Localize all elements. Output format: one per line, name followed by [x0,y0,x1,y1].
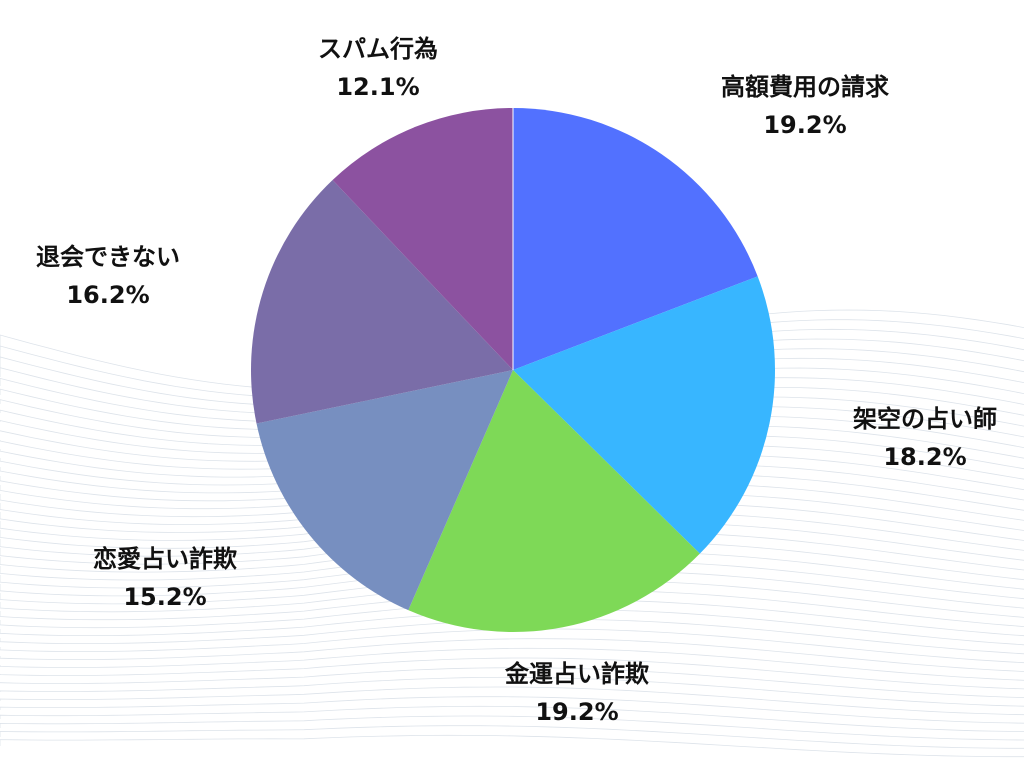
slice-value: 12.1% [336,73,420,101]
slice-label: スパム行為 [318,35,438,63]
slice-label: 金運占い詐欺 [505,660,649,688]
label-high-fee: 高額費用の請求 19.2% [721,68,889,144]
wave-line [0,725,1024,749]
wave-line [0,705,1024,732]
slice-value: 15.2% [123,583,207,611]
slice-label: 高額費用の請求 [721,73,889,101]
wave-line [0,676,1024,707]
label-love-fortune-scam: 恋愛占い詐欺 15.2% [93,540,237,616]
slice-value: 18.2% [883,443,967,471]
pie-slice-3 [256,370,513,611]
label-spam: スパム行為 12.1% [318,30,438,106]
label-fake-fortune-teller: 架空の占い師 18.2% [853,400,997,476]
wave-line [0,647,1024,681]
slice-value: 16.2% [66,281,150,309]
slice-label: 恋愛占い詐欺 [93,545,237,573]
label-money-fortune-scam: 金運占い詐欺 19.2% [505,655,649,731]
slice-value: 19.2% [535,698,619,726]
wave-line [0,638,1024,672]
pie-slice-1 [513,276,775,554]
pie-slice-2 [408,370,700,632]
slice-value: 19.2% [763,111,847,139]
wave-line [0,657,1024,690]
wave-line [0,667,1024,698]
wave-line [0,686,1024,716]
slice-label: 退会できない [36,243,180,271]
pie-slice-5 [332,108,513,370]
wave-line [0,696,1024,724]
slice-label: 架空の占い師 [853,405,997,433]
pie-slice-4 [251,180,513,424]
label-cannot-cancel: 退会できない 16.2% [36,238,180,314]
pie-slice-0 [513,108,758,370]
wave-line [0,734,1024,758]
wave-line [0,715,1024,741]
